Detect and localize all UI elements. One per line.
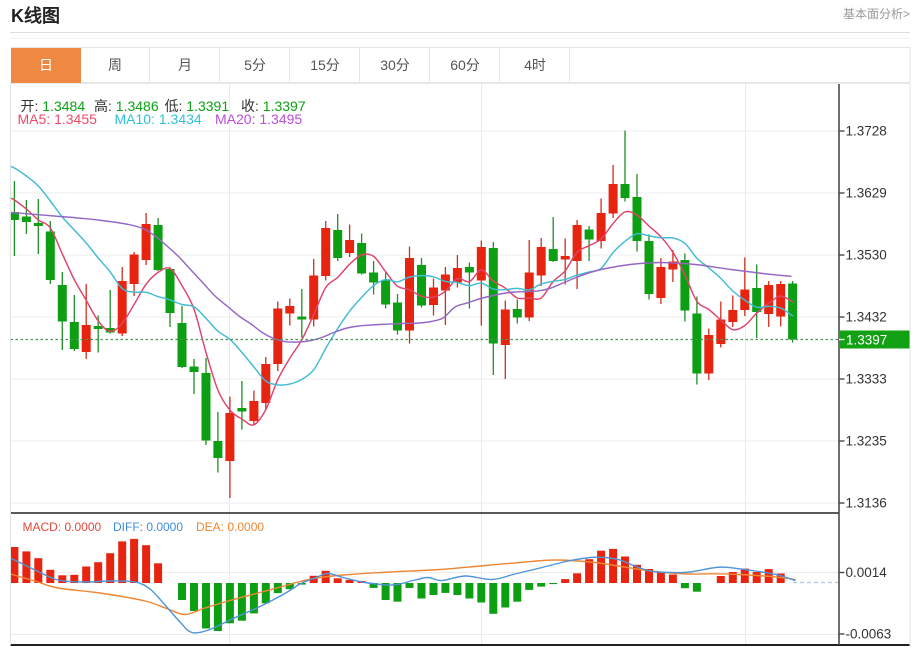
svg-text:1.3235: 1.3235 [846,434,887,449]
svg-text:1.3333: 1.3333 [846,372,887,387]
svg-text:1.3432: 1.3432 [846,310,887,325]
svg-text:1.3530: 1.3530 [846,248,887,263]
svg-text:1.3728: 1.3728 [846,124,887,139]
svg-text:1.3629: 1.3629 [846,186,887,201]
svg-text:0.0014: 0.0014 [846,565,888,580]
svg-text:-0.0063: -0.0063 [846,627,892,642]
svg-text:1.3397: 1.3397 [846,333,887,348]
svg-text:1.3136: 1.3136 [846,496,887,511]
